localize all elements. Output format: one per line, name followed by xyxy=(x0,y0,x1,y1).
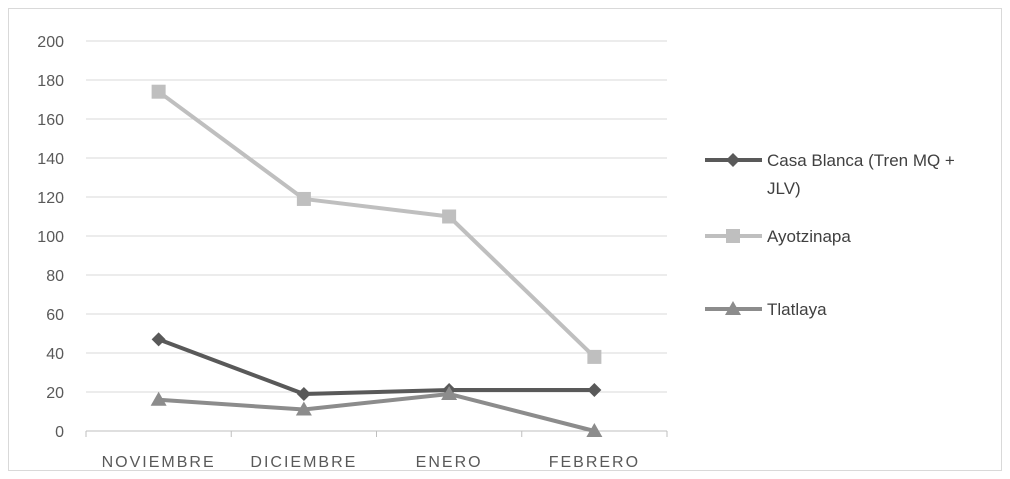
x-axis-ticks: NOVIEMBRE DICIEMBRE ENERO FEBRERO xyxy=(102,454,640,471)
legend: Casa Blanca (Tren MQ + JLV) Ayotzinapa Tlat… xyxy=(705,151,955,319)
legend-label: Casa Blanca (Tren MQ + xyxy=(767,151,955,170)
data-point xyxy=(151,84,166,99)
series-line-1 xyxy=(157,90,596,359)
y-axis-ticks: 0 20 40 60 80 100 120 140 160 180 200 xyxy=(37,34,64,441)
series-line-0 xyxy=(157,337,595,396)
legend-label: Tlatlaya xyxy=(767,300,827,319)
data-point xyxy=(442,209,457,224)
series-line-2 xyxy=(158,391,595,433)
data-point xyxy=(587,349,602,364)
y-tick-label: 40 xyxy=(46,346,64,363)
legend-marker xyxy=(726,229,740,243)
y-tick-label: 0 xyxy=(55,424,64,441)
y-tick-label: 80 xyxy=(46,268,64,285)
y-tick-label: 120 xyxy=(37,190,64,207)
y-tick-label: 60 xyxy=(46,307,64,324)
data-point xyxy=(441,385,458,400)
legend-label: JLV) xyxy=(767,179,801,198)
x-axis xyxy=(85,430,668,437)
legend-marker xyxy=(726,153,740,167)
data-point xyxy=(296,386,311,401)
chart-frame xyxy=(8,8,1002,471)
data-point xyxy=(150,391,167,406)
y-tick-label: 160 xyxy=(37,112,64,129)
data-point xyxy=(295,401,312,416)
data-point xyxy=(587,383,602,398)
data-point xyxy=(151,332,166,347)
legend-label: Ayotzinapa xyxy=(767,227,851,246)
y-tick-label: 180 xyxy=(37,73,64,90)
legend-marker xyxy=(725,301,741,315)
x-tick-label: ENERO xyxy=(416,454,483,471)
data-point xyxy=(296,191,311,206)
x-tick-label: FEBRERO xyxy=(549,454,640,471)
y-tick-label: 100 xyxy=(37,229,64,246)
series-group xyxy=(150,84,603,437)
y-tick-label: 200 xyxy=(37,34,64,51)
data-point xyxy=(586,423,603,437)
gridlines xyxy=(86,40,667,393)
x-tick-label: DICIEMBRE xyxy=(250,454,357,471)
x-tick-label: NOVIEMBRE xyxy=(102,454,216,471)
y-tick-label: 20 xyxy=(46,385,64,402)
y-tick-label: 140 xyxy=(37,151,64,168)
